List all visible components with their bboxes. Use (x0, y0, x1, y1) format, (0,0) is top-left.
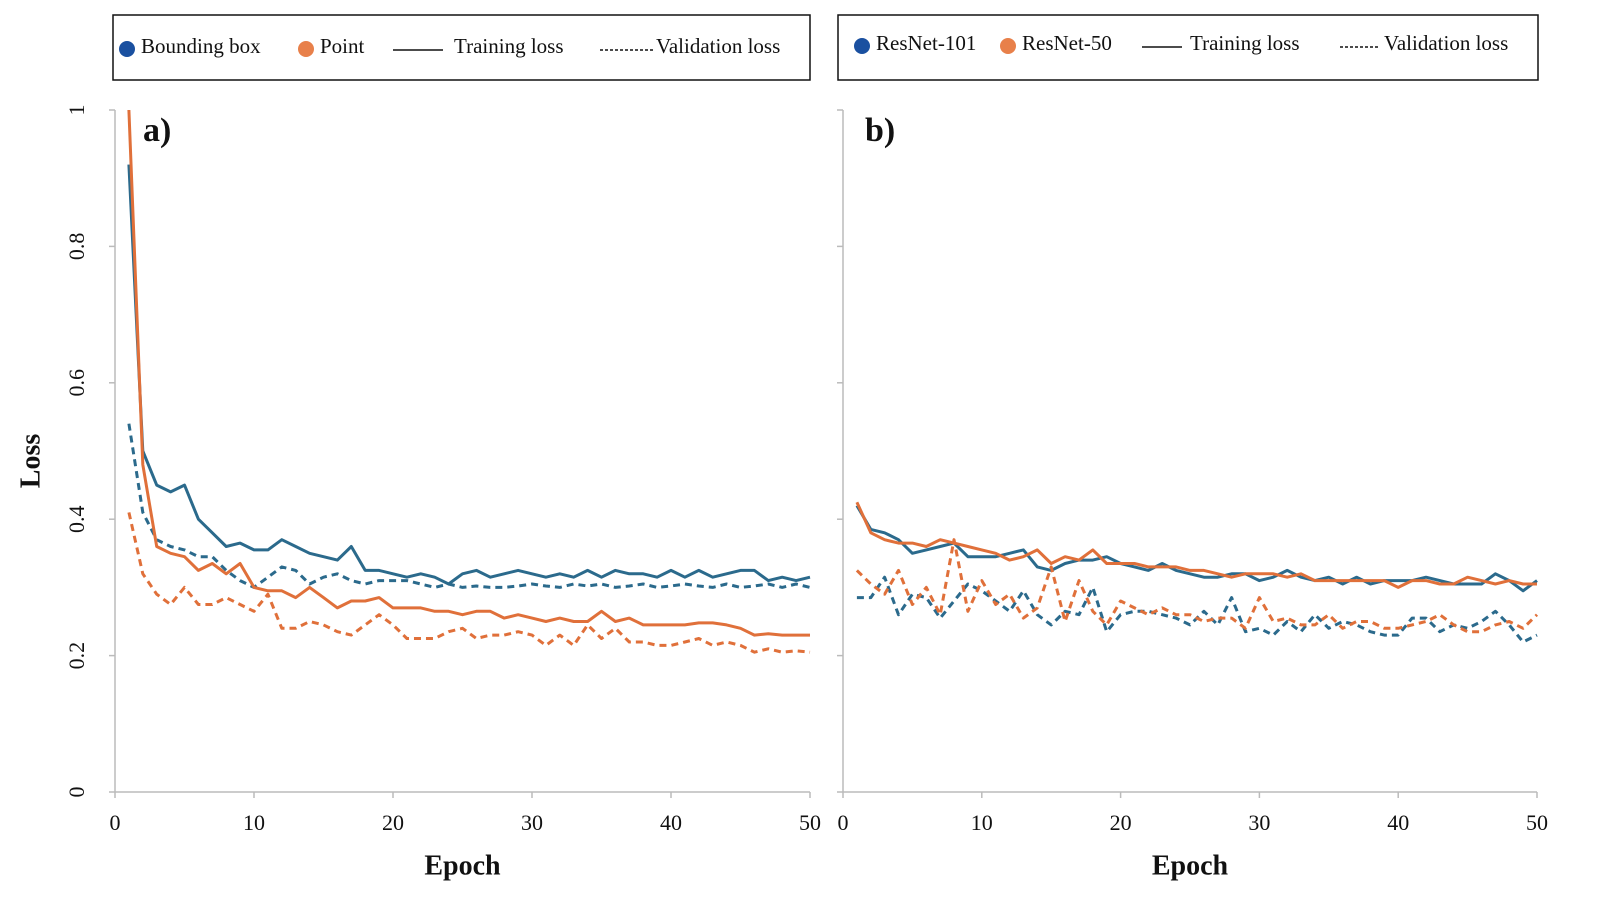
legend-box (112, 14, 811, 81)
legend-marker (1000, 38, 1016, 54)
legend-label: Validation loss (656, 34, 780, 58)
loss-line (127, 109, 810, 637)
legend-box (837, 14, 1539, 81)
legend-marker (298, 41, 314, 57)
x-tick-label: 20 (382, 810, 404, 835)
x-tick-label: 40 (1387, 810, 1409, 835)
x-tick-label: 40 (660, 810, 682, 835)
y-tick-label: 0.8 (64, 233, 89, 261)
loss-line (855, 501, 1537, 589)
legend-marker (119, 41, 135, 57)
x-tick-label: 50 (1526, 810, 1548, 835)
x-axis-title: Epoch (1152, 850, 1229, 881)
legend-label: Validation loss (1384, 31, 1508, 55)
loss-line (127, 423, 811, 589)
x-tick-label: 0 (110, 810, 121, 835)
panel: Bounding box Point Training loss Validation… (15, 14, 821, 881)
x-tick-label: 50 (799, 810, 821, 835)
legend-label: ResNet-101 (876, 31, 976, 55)
loss-line (856, 575, 1538, 644)
x-tick-label: 10 (243, 810, 265, 835)
legend-marker (854, 38, 870, 54)
legend: ResNet-101 ResNet-50 Training loss Validati… (837, 14, 1539, 81)
x-tick-label: 30 (1248, 810, 1270, 835)
panel-label: a) (143, 112, 171, 149)
x-tick-label: 0 (838, 810, 849, 835)
x-axis-title: Epoch (424, 850, 501, 881)
y-tick-label: 1 (64, 105, 89, 116)
legend-label: ResNet-50 (1022, 31, 1112, 55)
x-tick-label: 30 (521, 810, 543, 835)
x-tick-label: 10 (971, 810, 993, 835)
panel-label: b) (865, 112, 895, 149)
loss-line (127, 512, 811, 654)
y-tick-label: 0.6 (64, 369, 89, 397)
legend: Bounding box Point Training loss Validation… (112, 14, 811, 81)
y-tick-label: 0 (64, 787, 89, 798)
legend-label: Bounding box (141, 34, 261, 58)
legend-label: Training loss (1190, 31, 1300, 55)
loss-line (855, 504, 1538, 593)
legend-label: Point (320, 34, 365, 58)
loss-line (855, 538, 1539, 634)
x-tick-label: 20 (1110, 810, 1132, 835)
y-tick-label: 0.4 (64, 505, 89, 533)
legend-label: Training loss (454, 34, 564, 58)
y-tick-label: 0.2 (64, 642, 89, 670)
y-axis-title: Loss (15, 434, 46, 489)
loss-line (127, 164, 811, 586)
panel: ResNet-101 ResNet-50 Training loss Validati… (837, 14, 1548, 881)
